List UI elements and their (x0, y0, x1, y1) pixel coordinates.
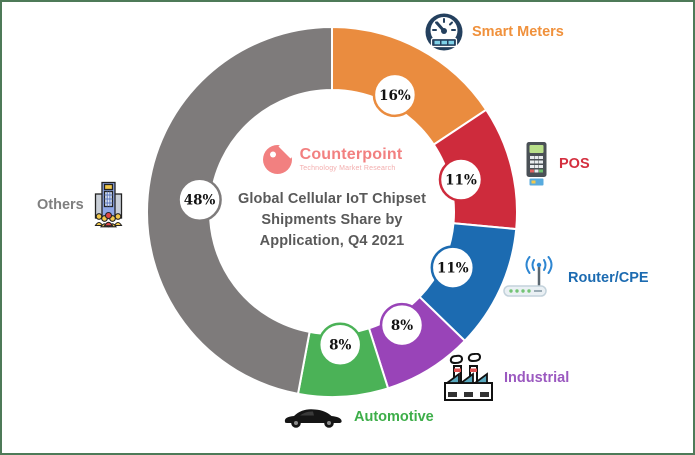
legend-automotive: Automotive (281, 403, 434, 430)
legend-pos: POS (523, 141, 590, 187)
legend-router-cpe: Router/CPE (503, 256, 649, 300)
legend-label-pos: POS (559, 156, 590, 172)
percent-bubble-pos (438, 157, 484, 202)
percent-label-automotive: 8% (329, 338, 351, 354)
chart-center: Counterpoint Technology Market Research … (221, 144, 443, 252)
car-icon (284, 409, 342, 428)
percent-label-smart-meters: 16% (379, 88, 411, 104)
percent-bubble-router-cpe (430, 245, 476, 290)
percent-bubble-smart-meters (372, 72, 418, 118)
chart-title-line-1: Global Cellular IoT Chipset (238, 191, 426, 207)
logo-subtitle: Technology Market Research (299, 164, 396, 172)
percent-label-router-cpe: 11% (437, 261, 469, 277)
chart-title: Global Cellular IoT Chipset Shipments Sh… (221, 189, 443, 252)
legend-label-smart-meters: Smart Meters (472, 24, 564, 40)
router-icon (503, 256, 553, 297)
logo-text: Counterpoint Technology Market Research (299, 146, 403, 172)
factory-icon (444, 353, 493, 401)
segment-others (146, 25, 333, 396)
logo-name: Counterpoint (299, 146, 403, 164)
legend-others: Others (37, 181, 124, 228)
percent-bubble-others (177, 177, 222, 222)
legend-label-router-cpe: Router/CPE (568, 270, 649, 286)
counterpoint-logo: Counterpoint Technology Market Research (221, 144, 443, 175)
legend-smart-meters: Smart Meters (425, 13, 564, 51)
counterpoint-logo-icon (262, 144, 293, 174)
chart-title-line-3: Application, Q4 2021 (259, 233, 405, 250)
legend-label-automotive: Automotive (354, 408, 434, 425)
percent-label-others: 48% (184, 193, 216, 209)
chart-title-line-2: Shipments Share by (261, 212, 403, 229)
gauge-icon (425, 13, 463, 51)
legend-label-others: Others (37, 196, 84, 213)
building-icon (94, 181, 123, 228)
percent-label-pos: 11% (445, 173, 477, 189)
percent-bubble-industrial (379, 302, 425, 348)
percent-label-industrial: 8% (391, 318, 413, 334)
percent-bubble-automotive (317, 322, 363, 367)
legend-industrial: Industrial (443, 353, 569, 403)
pos-terminal-icon (526, 142, 547, 186)
legend-label-industrial: Industrial (504, 370, 570, 386)
